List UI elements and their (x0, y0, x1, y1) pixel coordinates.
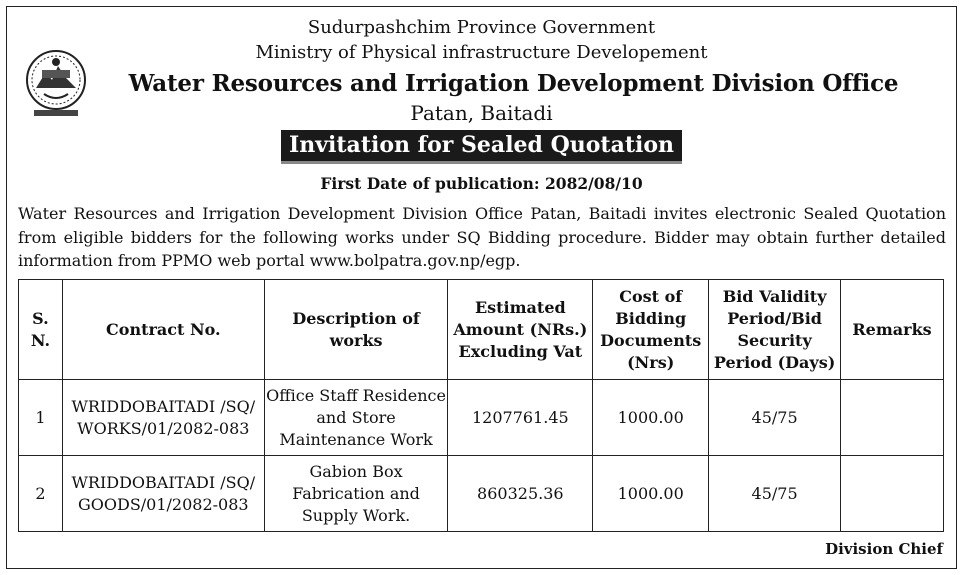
office-location: Patan, Baitadi (410, 101, 553, 125)
cell-cost: 1000.00 (592, 455, 710, 532)
cell-remarks (840, 379, 944, 456)
header-bid-validity: Bid Validity Period/Bid Security Period (Da… (708, 279, 842, 380)
header-sn: S. N. (18, 279, 63, 380)
header-description: Description of works (263, 279, 449, 380)
table-header-row: S. N. Contract No. Description of works Es… (18, 279, 944, 380)
cell-description: Office Staff Residence and Store Maintenan… (263, 379, 449, 456)
cell-cost: 1000.00 (592, 379, 710, 456)
notice-frame (6, 6, 957, 569)
publication-date: First Date of publication: 2082/08/10 (320, 174, 643, 193)
signature-division-chief: Division Chief (825, 540, 943, 558)
cell-description: Gabion Box Fabrication and Supply Work. (263, 455, 449, 532)
header-contract-no: Contract No. (61, 279, 265, 380)
header-cost-of-documents: Cost of Bidding Documents (Nrs) (592, 279, 710, 380)
ministry-line: Ministry of Physical infrastructure Deve… (255, 42, 708, 63)
cell-sn: 2 (18, 455, 63, 532)
cell-remarks (840, 455, 944, 532)
cell-amount: 1207761.45 (447, 379, 594, 456)
notice-body: Water Resources and Irrigation Developme… (18, 204, 946, 270)
cell-contract-no: WRIDDOBAITADI /SQ/WORKS/01/2082-083 (61, 379, 265, 456)
notice-title: Invitation for Sealed Quotation (280, 130, 683, 165)
office-name: Water Resources and Irrigation Developme… (128, 70, 899, 97)
table-row: 2 WRIDDOBAITADI /SQ/GOODS/01/2082-083 Ga… (18, 455, 944, 532)
quotation-table: S. N. Contract No. Description of works Es… (18, 279, 944, 532)
cell-contract-no: WRIDDOBAITADI /SQ/GOODS/01/2082-083 (61, 455, 265, 532)
table-row: 1 WRIDDOBAITADI /SQ/WORKS/01/2082-083 Of… (18, 379, 944, 456)
cell-amount: 860325.36 (447, 455, 594, 532)
header-estimated-amount: Estimated Amount (NRs.) Excluding Vat (447, 279, 594, 380)
government-emblem-icon (26, 50, 86, 116)
cell-validity: 45/75 (708, 379, 842, 456)
cell-validity: 45/75 (708, 455, 842, 532)
cell-sn: 1 (18, 379, 63, 456)
province-line: Sudurpashchim Province Government (307, 17, 656, 38)
header-remarks: Remarks (840, 279, 944, 380)
